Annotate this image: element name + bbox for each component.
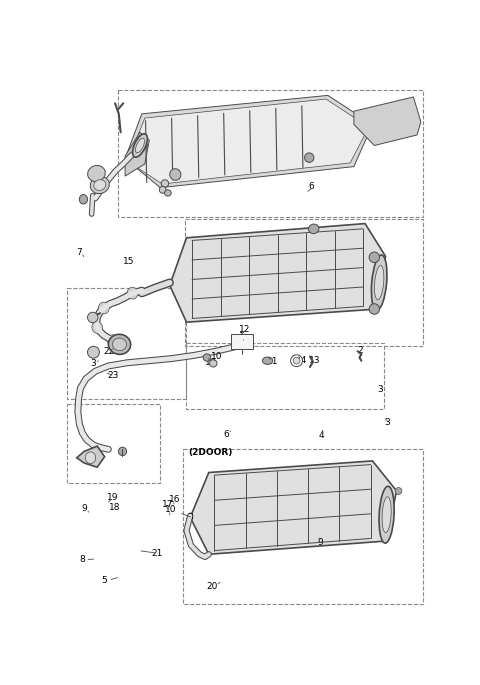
Text: 16: 16 xyxy=(168,495,180,504)
Ellipse shape xyxy=(159,186,166,193)
Text: 7: 7 xyxy=(76,248,82,257)
Polygon shape xyxy=(77,446,105,467)
Text: 14: 14 xyxy=(296,356,307,365)
Ellipse shape xyxy=(119,447,127,456)
Text: 12: 12 xyxy=(239,325,250,334)
Ellipse shape xyxy=(92,321,103,334)
Text: 15: 15 xyxy=(123,257,135,266)
Ellipse shape xyxy=(203,354,211,361)
Bar xyxy=(67,404,160,483)
Ellipse shape xyxy=(309,224,319,234)
Ellipse shape xyxy=(132,134,147,157)
Text: 20: 20 xyxy=(206,582,217,591)
Ellipse shape xyxy=(379,486,394,543)
Bar xyxy=(67,288,186,399)
Circle shape xyxy=(87,312,98,323)
Circle shape xyxy=(293,358,300,364)
Text: 16: 16 xyxy=(205,358,216,367)
Ellipse shape xyxy=(263,357,273,364)
Text: 4: 4 xyxy=(318,431,324,440)
Polygon shape xyxy=(125,132,149,176)
Polygon shape xyxy=(190,461,396,554)
Ellipse shape xyxy=(161,179,168,187)
Text: 21: 21 xyxy=(151,549,163,558)
Text: 23: 23 xyxy=(108,371,119,380)
Ellipse shape xyxy=(85,452,96,464)
Text: 3: 3 xyxy=(378,385,384,394)
Ellipse shape xyxy=(94,179,106,190)
Ellipse shape xyxy=(165,190,171,196)
Ellipse shape xyxy=(372,255,387,310)
Polygon shape xyxy=(125,95,372,188)
Text: 5: 5 xyxy=(101,575,107,584)
Text: 10: 10 xyxy=(211,352,223,361)
Ellipse shape xyxy=(135,138,144,153)
Ellipse shape xyxy=(108,334,131,354)
Ellipse shape xyxy=(79,195,87,204)
Polygon shape xyxy=(354,97,421,145)
Bar xyxy=(185,219,423,346)
Bar xyxy=(183,449,423,604)
Text: 11: 11 xyxy=(267,358,279,366)
Ellipse shape xyxy=(127,287,138,299)
Ellipse shape xyxy=(369,303,380,314)
Ellipse shape xyxy=(98,302,109,314)
Text: (2DOOR): (2DOOR) xyxy=(188,448,233,457)
Text: 6: 6 xyxy=(309,182,314,191)
Ellipse shape xyxy=(305,153,314,162)
Ellipse shape xyxy=(88,165,105,182)
Text: 19: 19 xyxy=(107,493,119,502)
Bar xyxy=(186,343,384,409)
Text: 8: 8 xyxy=(79,555,85,564)
Bar xyxy=(118,90,423,216)
Text: 2: 2 xyxy=(358,346,363,355)
Text: 18: 18 xyxy=(109,503,120,512)
Text: 1: 1 xyxy=(239,332,245,341)
Text: 3: 3 xyxy=(91,360,96,369)
Text: 22: 22 xyxy=(104,347,115,356)
Circle shape xyxy=(87,347,99,358)
Bar xyxy=(231,334,253,349)
Ellipse shape xyxy=(112,338,127,351)
Circle shape xyxy=(210,360,217,367)
Text: 13: 13 xyxy=(309,356,320,365)
Text: 17: 17 xyxy=(162,499,173,509)
Text: 9: 9 xyxy=(81,504,87,513)
Ellipse shape xyxy=(90,177,109,194)
Ellipse shape xyxy=(369,252,380,262)
Polygon shape xyxy=(170,223,385,322)
Text: 3: 3 xyxy=(187,513,193,523)
Circle shape xyxy=(291,355,302,366)
Text: 10: 10 xyxy=(165,506,176,514)
Ellipse shape xyxy=(170,169,181,180)
Text: 9: 9 xyxy=(317,538,323,547)
Ellipse shape xyxy=(374,266,384,300)
Text: 3: 3 xyxy=(384,418,390,427)
Ellipse shape xyxy=(382,497,391,533)
Ellipse shape xyxy=(108,335,118,347)
Text: 6: 6 xyxy=(224,430,229,439)
Polygon shape xyxy=(128,99,369,184)
Ellipse shape xyxy=(395,488,402,495)
